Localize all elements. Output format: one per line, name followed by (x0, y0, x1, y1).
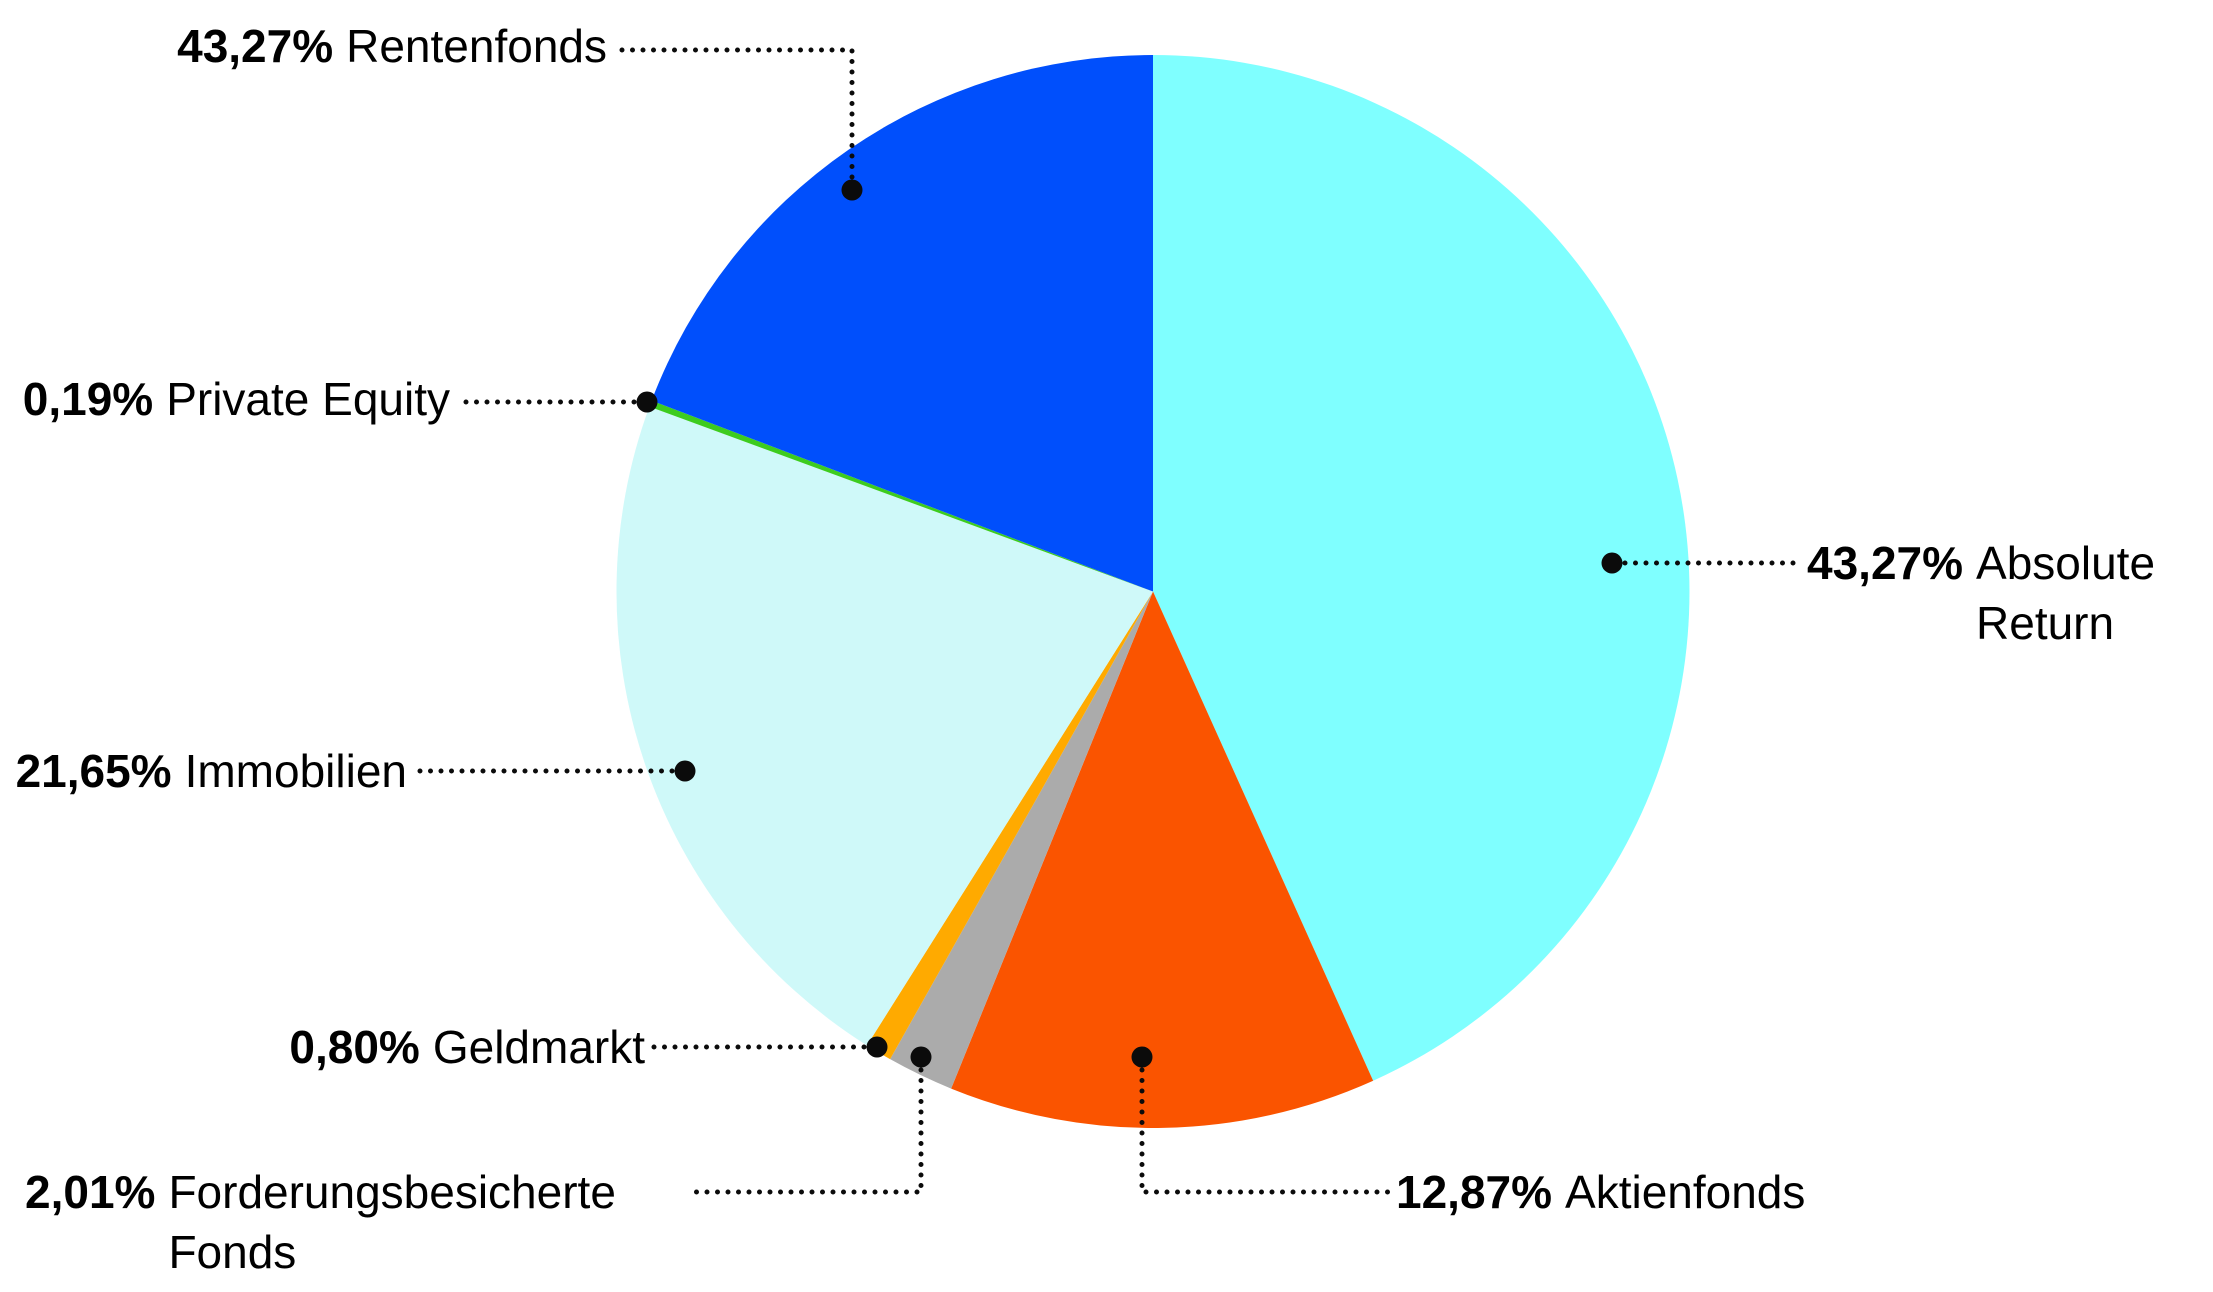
pie-slice-forderungsbesicherte-fonds (890, 591, 1153, 1089)
anchor-dot-forderungsbesicherte-fonds (910, 1046, 932, 1068)
label-aktienfonds-name: Aktienfonds (1565, 1166, 1806, 1218)
label-immobilien-percent: 21,65% (15, 745, 172, 797)
anchor-dot-absolute-return (1601, 552, 1623, 574)
anchor-dot-rentenfonds (841, 179, 863, 201)
label-immobilien: 21,65% Immobilien (16, 741, 407, 801)
label-forderungsbesicherte-fonds: 2,01% Forderungsbesicherte Fonds (25, 1162, 648, 1282)
pie-slice-aktienfonds (951, 591, 1374, 1128)
label-private-equity-percent: 0,19% (22, 373, 154, 425)
label-rentenfonds-percent: 43,27% (177, 20, 334, 72)
label-aktienfonds-percent: 12,87% (1396, 1166, 1553, 1218)
leader-line-rentenfonds (614, 47, 855, 180)
label-absolute-return: 43,27% Absolute Return (1807, 533, 2191, 653)
label-absolute-return-name: Absolute Return (1976, 537, 2156, 649)
pie-slice-absolute-return (1153, 55, 1690, 1081)
anchor-dot-private-equity (636, 391, 658, 413)
leader-line-aktienfonds (1139, 1067, 1391, 1195)
pie-slice-geldmarkt (866, 591, 1153, 1060)
label-geldmarkt-name: Geldmarkt (432, 1021, 645, 1073)
label-private-equity: 0,19% Private Equity (23, 369, 450, 429)
label-rentenfonds-name: Rentenfonds (346, 20, 607, 72)
label-rentenfonds: 43,27% Rentenfonds (177, 16, 607, 76)
pie-slice-rentenfonds (651, 55, 1153, 592)
label-absolute-return-percent: 43,27% (1807, 537, 1964, 589)
anchor-dot-immobilien (674, 760, 696, 782)
label-immobilien-name: Immobilien (184, 745, 407, 797)
anchor-dot-geldmarkt (866, 1036, 888, 1058)
anchor-dot-aktienfonds (1131, 1046, 1153, 1068)
label-private-equity-name: Private Equity (166, 373, 450, 425)
label-forderungsbesicherte-fonds-name: Forderungsbesicherte Fonds (168, 1166, 616, 1278)
label-geldmarkt-percent: 0,80% (289, 1021, 420, 1073)
label-aktienfonds: 12,87% Aktienfonds (1396, 1162, 1805, 1222)
leader-line-forderungsbesicherte-fonds (689, 1067, 924, 1195)
pie-slice-private-equity (649, 400, 1153, 592)
label-geldmarkt: 0,80% Geldmarkt (289, 1017, 645, 1077)
label-forderungsbesicherte-fonds-percent: 2,01% (25, 1166, 156, 1218)
pie-slice-immobilien (616, 406, 1153, 1046)
